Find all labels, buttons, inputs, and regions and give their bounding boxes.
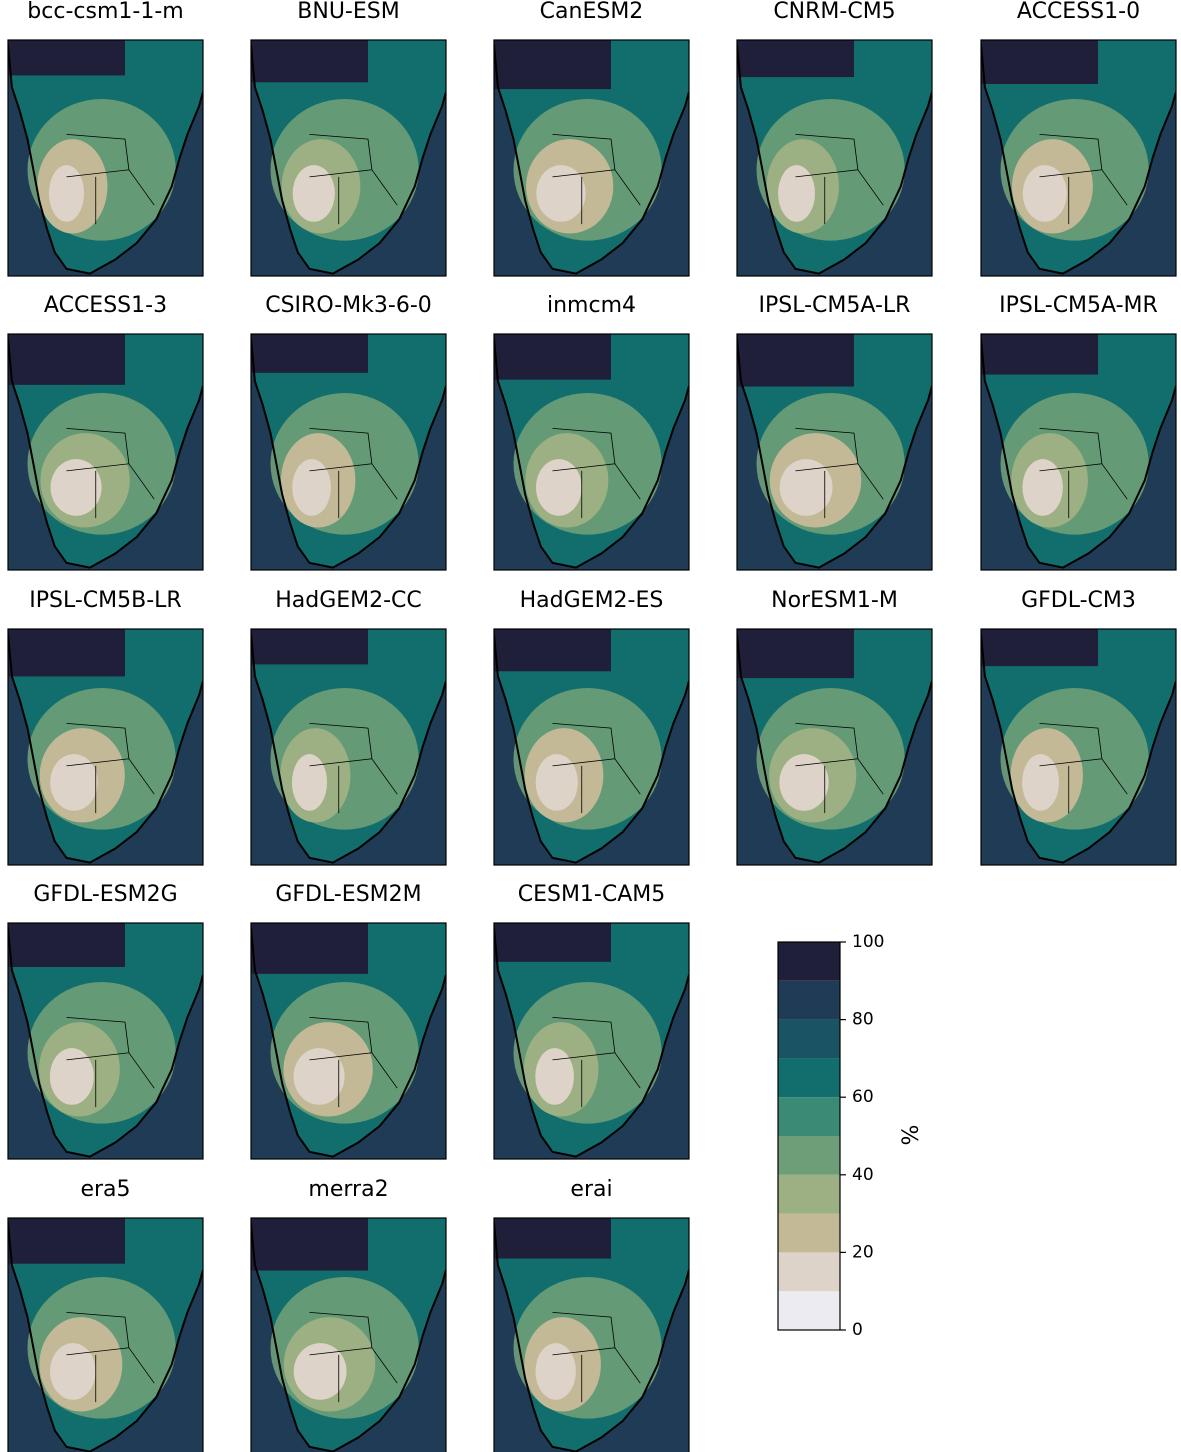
tick-label: 20 [852, 1242, 874, 1262]
map [251, 1218, 446, 1452]
colorbar-band [778, 1058, 840, 1097]
wet-north [251, 40, 368, 82]
colorbar-band [778, 1136, 840, 1175]
map [737, 334, 932, 570]
dry-core [293, 165, 335, 222]
wet-north [494, 629, 611, 671]
tick-label: 0 [852, 1320, 863, 1340]
tick-label: 80 [852, 1010, 874, 1030]
colorbar-band [778, 942, 840, 981]
wet-north [494, 923, 611, 962]
dry-core [50, 754, 98, 811]
wet-north [8, 1218, 125, 1264]
dry-core [536, 459, 582, 516]
map [8, 40, 203, 276]
dry-core [1022, 459, 1062, 516]
panel-title: GFDL-CM3 [1021, 588, 1136, 613]
panel-title: inmcm4 [547, 293, 636, 318]
wet-north [737, 334, 854, 387]
dry-core [1022, 754, 1059, 811]
wet-north [8, 40, 125, 75]
panel-title: ACCESS1-0 [1017, 0, 1140, 24]
map [8, 923, 203, 1159]
map [8, 1218, 203, 1452]
page: % bcc-csm1-1-m BNU-ESM CanESM2 CNRM-CM5 ACCE… [0, 0, 1181, 1452]
map [494, 629, 689, 865]
wet-north [251, 334, 368, 373]
panel-title: ACCESS1-3 [44, 293, 167, 318]
wet-north [8, 334, 125, 385]
map [251, 40, 446, 276]
dry-core [292, 754, 327, 811]
map [981, 334, 1176, 570]
colorbar-band [778, 1020, 840, 1059]
wet-north [494, 334, 611, 380]
panel-title: erai [570, 1177, 612, 1202]
panel-title: HadGEM2-CC [275, 588, 422, 613]
colorbar-band [778, 981, 840, 1020]
wet-north [8, 629, 125, 676]
map [494, 40, 689, 276]
panel-title: IPSL-CM5A-MR [999, 293, 1158, 318]
colorbar-band [778, 1097, 840, 1136]
dry-core [536, 754, 578, 811]
panel-title: CSIRO-Mk3-6-0 [265, 293, 432, 318]
panel-title: NorESM1-M [771, 588, 898, 613]
wet-north [737, 40, 854, 77]
map [737, 40, 932, 276]
dry-core [535, 1343, 575, 1400]
wet-north [494, 1218, 611, 1259]
map [494, 923, 689, 1159]
wet-north [251, 1218, 368, 1271]
panel-title: merra2 [308, 1177, 388, 1202]
map [8, 334, 203, 570]
dry-core [535, 1048, 574, 1105]
panel-title: GFDL-ESM2M [275, 882, 421, 907]
tick-label: 40 [852, 1165, 874, 1185]
map [251, 334, 446, 570]
wet-north [8, 923, 125, 967]
colorbar-band [778, 1175, 840, 1214]
map [981, 40, 1176, 276]
panel-title: CanESM2 [540, 0, 644, 24]
panel-title: HadGEM2-ES [520, 588, 664, 613]
panel-title: BNU-ESM [297, 0, 399, 24]
panel-title: CNRM-CM5 [773, 0, 895, 24]
map [494, 334, 689, 570]
panel-title: bcc-csm1-1-m [27, 0, 183, 24]
panel-title: IPSL-CM5A-LR [759, 293, 911, 318]
panel-title: era5 [80, 1177, 130, 1202]
tick-label: 60 [852, 1087, 874, 1107]
colorbar-band [778, 1252, 840, 1291]
panel-title: GFDL-ESM2G [33, 882, 177, 907]
figure: % bcc-csm1-1-m BNU-ESM CanESM2 CNRM-CM5 ACCE… [0, 0, 1181, 1452]
panel-title: IPSL-CM5B-LR [29, 588, 181, 613]
wet-north [981, 334, 1098, 375]
wet-north [251, 629, 368, 664]
map [981, 629, 1176, 865]
panel-title: CESM1-CAM5 [518, 882, 666, 907]
map [8, 629, 203, 865]
colorbar-band [778, 1214, 840, 1253]
dry-core [50, 1343, 96, 1400]
tick-label: 100 [852, 932, 884, 952]
wet-north [251, 923, 368, 974]
colorbar-band [778, 1291, 840, 1330]
dry-core [778, 165, 815, 222]
wet-north [981, 629, 1098, 666]
dry-core [50, 1048, 94, 1105]
wet-north [494, 40, 611, 89]
dry-core [49, 165, 84, 222]
dry-core [1023, 165, 1067, 222]
map [737, 629, 932, 865]
wet-north [981, 40, 1098, 84]
map [251, 923, 446, 1159]
colorbar-label: % [899, 1125, 924, 1146]
wet-north [737, 629, 854, 678]
dry-core [292, 459, 331, 516]
map [494, 1218, 689, 1452]
map [251, 629, 446, 865]
